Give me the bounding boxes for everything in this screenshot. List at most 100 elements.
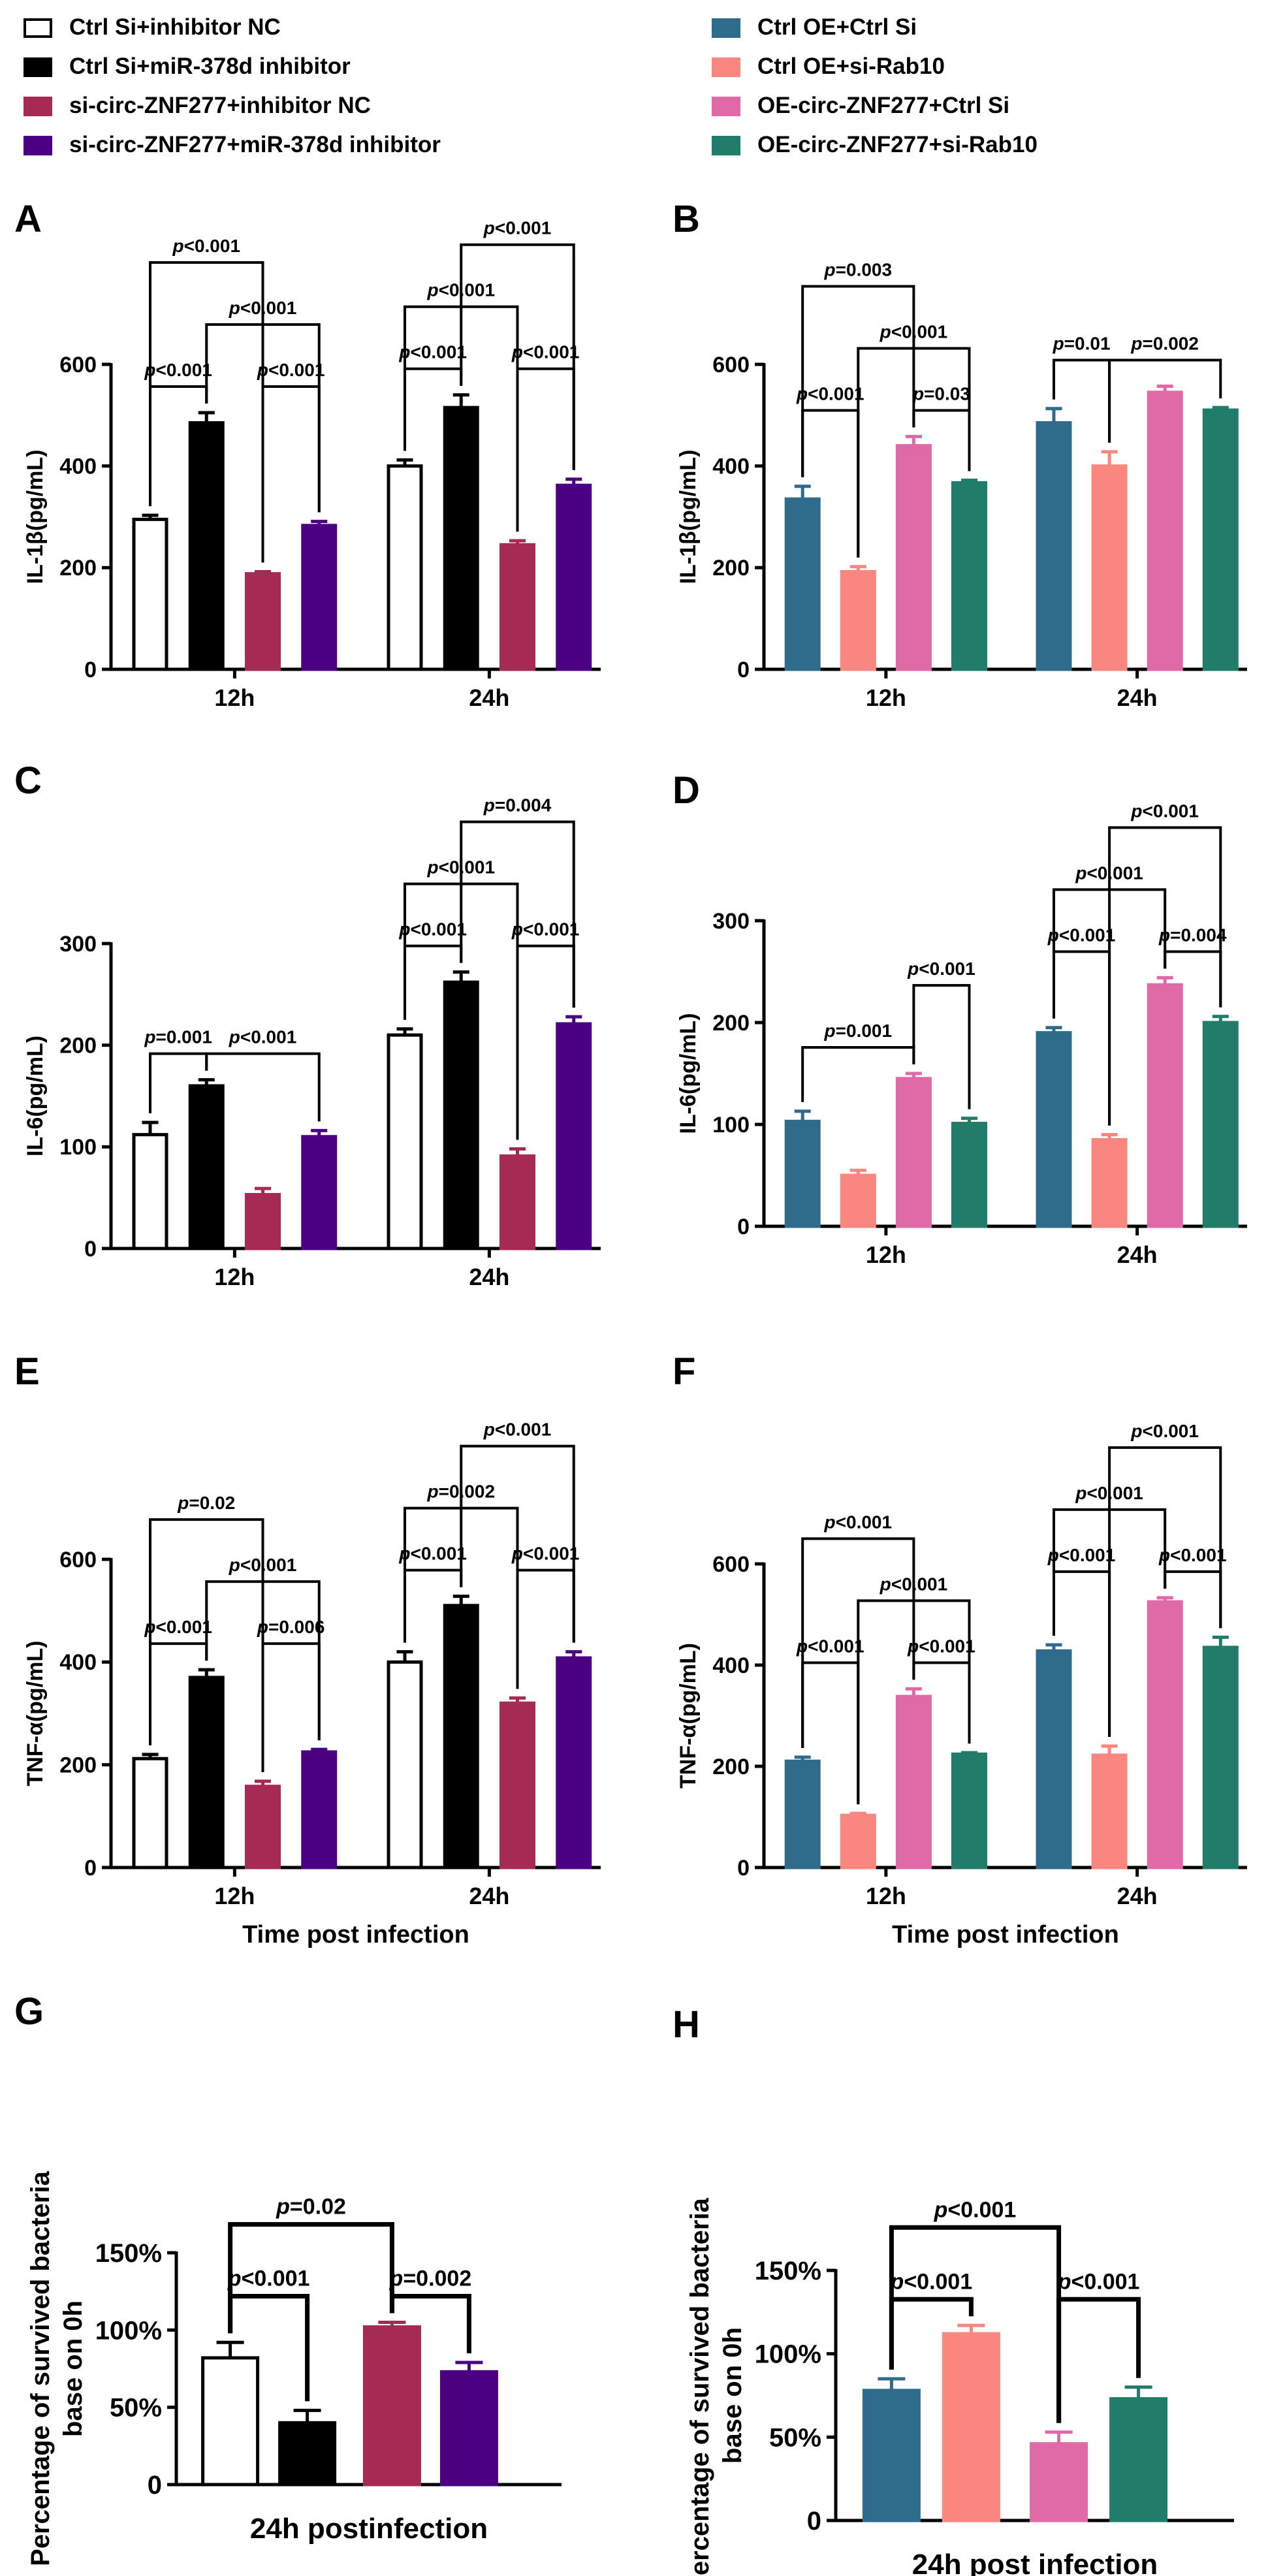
y-tick-label: 300 xyxy=(59,932,97,957)
legend-swatch xyxy=(712,57,740,77)
bar xyxy=(556,1022,592,1250)
p-value-label: p<0.001 xyxy=(907,1636,975,1656)
chart-panel-g: G 0 50% 100% 150% Percentage of survived bact… xyxy=(14,1990,562,2566)
bar xyxy=(840,570,876,671)
p-value-label: p=0.02 xyxy=(276,2195,346,2219)
bar xyxy=(1036,1649,1072,1869)
bar xyxy=(1036,1031,1072,1228)
chart-panel-f: F 0 200 400 600 TNF-α(pg/mL) 12h 24h Time post i… xyxy=(673,1350,1247,1948)
bar xyxy=(951,1752,987,1869)
x-tick-label: 24h xyxy=(469,684,509,711)
p-value-label: p<0.001 xyxy=(880,1574,948,1594)
y-tick-label: 600 xyxy=(712,353,750,377)
p-value-label: p<0.001 xyxy=(229,1555,297,1575)
p-value-label: p=0.004 xyxy=(483,795,552,816)
bar xyxy=(1202,1021,1239,1228)
bar xyxy=(188,1084,225,1250)
panel-letter: H xyxy=(673,2003,700,2046)
bar xyxy=(1202,1646,1239,1869)
legend-swatch xyxy=(712,97,740,116)
significance-bracket xyxy=(912,409,971,471)
p-value-label: p=0.001 xyxy=(824,1021,893,1041)
bar xyxy=(132,1133,168,1250)
x-tick-label: 12h xyxy=(214,684,255,711)
bar xyxy=(1091,1753,1128,1869)
legend-label: OE-circ-ZNF277+si-Rab10 xyxy=(757,132,1038,157)
y-tick-label: 100 xyxy=(712,1113,750,1137)
y-tick-label: 200 xyxy=(712,556,750,580)
bar xyxy=(301,1135,338,1250)
bar xyxy=(951,481,987,671)
significance-bracket xyxy=(516,944,575,1140)
chart-panel-c: C 0 100 200 300 IL-6(pg/mL) 12h 24h p=0.001 p<0.0… xyxy=(14,759,601,1290)
legend-swatch xyxy=(24,57,52,77)
bar xyxy=(443,405,479,671)
bar xyxy=(942,2332,1000,2522)
bar xyxy=(245,572,281,671)
bar xyxy=(132,1757,168,1869)
significance-bracket xyxy=(460,820,575,1008)
bar xyxy=(188,1676,225,1869)
p-value-label: p<0.001 xyxy=(227,2266,310,2291)
significance-bracket xyxy=(261,1642,321,1772)
p-value-label: p<0.001 xyxy=(907,959,975,979)
bar xyxy=(387,1033,423,1250)
p-value-label: p<0.001 xyxy=(1075,863,1143,883)
bar xyxy=(443,980,479,1250)
legend-right: Ctrl OE+Ctrl Si Ctrl OE+si-Rab10 OE-circ-Z… xyxy=(712,14,1038,157)
significance-bracket xyxy=(1164,1570,1222,1629)
y-tick-label: 400 xyxy=(59,1650,97,1675)
y-tick-label: 0 xyxy=(807,2507,821,2536)
x-tick-label: 24h xyxy=(1117,1241,1158,1268)
y-tick-label: 400 xyxy=(59,454,97,479)
p-value-label: p<0.001 xyxy=(144,1617,212,1637)
bar xyxy=(301,524,338,671)
y-tick-label: 600 xyxy=(712,1552,750,1577)
legend-label: OE-circ-ZNF277+Ctrl Si xyxy=(757,93,1009,118)
legend-label: si-circ-ZNF277+inhibitor NC xyxy=(69,93,371,118)
significance-bracket xyxy=(460,243,575,470)
significance-bracket xyxy=(228,2222,394,2334)
y-tick-label: 50% xyxy=(769,2423,821,2452)
y-axis-label: IL-1β(pg/mL) xyxy=(23,450,48,584)
y-tick-label: 100% xyxy=(95,2316,162,2345)
x-tick-label: 12h xyxy=(214,1883,255,1909)
x-tick-label: 12h xyxy=(866,1883,906,1909)
p-value-label: p<0.001 xyxy=(1075,1483,1143,1503)
p-value-label: p<0.001 xyxy=(934,2197,1017,2222)
p-value-label: p<0.001 xyxy=(229,298,297,318)
bar xyxy=(188,421,225,671)
panel-letter: G xyxy=(14,1990,44,2033)
bar xyxy=(1091,464,1128,671)
bar xyxy=(784,497,821,671)
x-axis-label: Time post infection xyxy=(242,1921,469,1948)
significance-bracket xyxy=(889,2297,974,2370)
panels: A 0 200 400 600 IL-1β(pg/mL) 12h 24h p<0.001 p<0.… xyxy=(14,198,1247,2576)
significance-bracket xyxy=(1053,950,1111,1126)
y-axis-label: Percentage of survived bacteria xyxy=(686,2197,714,2576)
p-value-label: p=0.002 xyxy=(426,1482,495,1502)
p-value-label: p<0.001 xyxy=(824,1512,893,1532)
p-value-label: p<0.001 xyxy=(1130,801,1199,821)
bar xyxy=(362,2325,421,2487)
significance-bracket xyxy=(460,1444,575,1643)
legend-label: Ctrl Si+miR-378d inhibitor xyxy=(69,54,351,79)
p-value-label: p<0.001 xyxy=(1057,2269,1140,2294)
p-value-label: p<0.001 xyxy=(511,1544,580,1564)
p-value-label: p<0.001 xyxy=(483,218,552,238)
p-value-label: p=0.01 xyxy=(1053,333,1111,353)
p-value-label: p<0.001 xyxy=(398,342,467,362)
p-value-label: p<0.001 xyxy=(796,1636,864,1656)
bar xyxy=(1147,1600,1183,1869)
bar xyxy=(387,464,423,671)
significance-bracket xyxy=(801,285,915,477)
x-tick-label: 24h xyxy=(1117,1883,1158,1909)
significance-bracket xyxy=(801,1537,915,1749)
p-value-label: p=0.003 xyxy=(824,260,893,280)
significance-bracket xyxy=(205,1052,321,1122)
p-value-label: p<0.001 xyxy=(511,919,580,940)
y-axis-label: base on 0h xyxy=(718,2327,747,2464)
p-value-label: p<0.001 xyxy=(398,919,467,940)
significance-bracket xyxy=(801,409,860,558)
